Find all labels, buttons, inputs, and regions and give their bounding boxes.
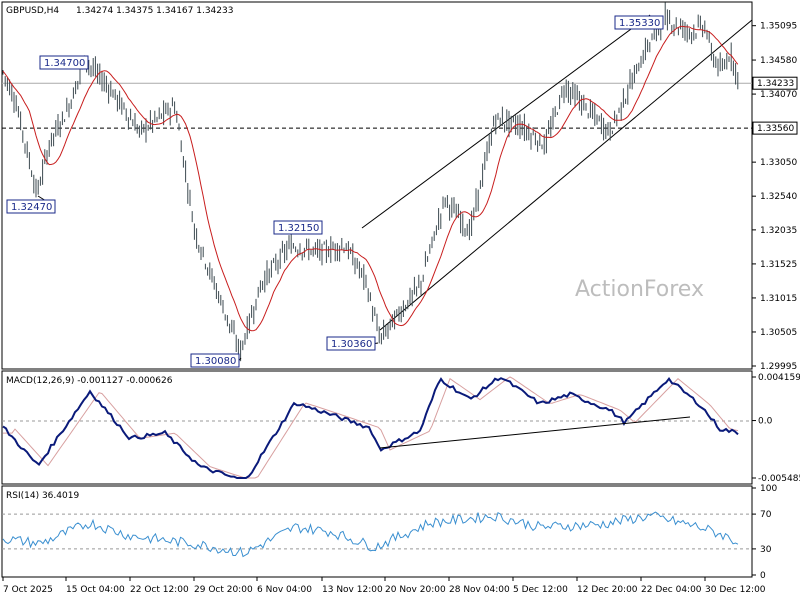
callout-label: 1.35330 <box>619 18 660 29</box>
time-tick-label: 28 Nov 04:00 <box>449 585 510 595</box>
last-price-box <box>752 76 798 90</box>
callout-label: 1.30360 <box>331 339 372 350</box>
time-tick-label: 15 Oct 04:00 <box>66 585 125 595</box>
price-tick-label: 1.35095 <box>760 22 797 32</box>
rsi-axis: 100 70 30 0 <box>2 484 777 581</box>
channel-upper-line <box>361 14 651 229</box>
chart-title: GBPUSD,H4 <box>6 6 59 16</box>
rsi-panel: RSI(14) 36.4019 100 70 30 0 <box>1 484 777 581</box>
rsi-panel-frame <box>1 485 753 578</box>
price-tick-label: 1.30505 <box>760 328 797 338</box>
price-annotations: 1.33560 1.34233 <box>2 14 798 331</box>
price-tick-label: 1.31015 <box>760 294 797 304</box>
time-axis: 7 Oct 2025 15 Oct 04:00 22 Oct 12:00 29 Oct… <box>2 577 766 595</box>
callout-box <box>326 336 376 351</box>
macd-panel-frame <box>1 370 753 485</box>
support-price-label: 1.33560 <box>757 124 794 134</box>
rsi-tick-label: 100 <box>760 484 777 494</box>
support-price-box <box>752 121 798 135</box>
callout-box <box>39 55 89 70</box>
macd-trendline <box>379 416 691 449</box>
price-tick-label: 1.34580 <box>760 56 797 66</box>
time-tick-label: 13 Nov 12:00 <box>322 585 383 595</box>
price-panel: GBPUSD,H4 1.34274 1.34375 1.34167 1.3423… <box>1 1 798 372</box>
time-tick-label: 5 Dec 12:00 <box>513 585 568 595</box>
price-panel-frame <box>1 1 753 370</box>
price-tick-label: 1.29995 <box>760 362 797 372</box>
callout-box <box>273 220 323 235</box>
time-tick-label: 22 Oct 12:00 <box>130 585 189 595</box>
price-tick-label: 1.32035 <box>760 226 797 236</box>
time-tick-label: 6 Nov 04:00 <box>257 585 312 595</box>
callout-label: 1.30080 <box>195 356 236 367</box>
callout-label: 1.32470 <box>11 202 52 213</box>
watermark-text: ActionForex <box>575 277 704 302</box>
rsi-tick-label: 0 <box>760 571 766 581</box>
macd-main-line <box>2 376 739 479</box>
callout-box <box>190 353 240 368</box>
callout-label: 1.32150 <box>278 223 319 234</box>
time-tick-label: 12 Dec 20:00 <box>577 585 638 595</box>
macd-signal-line <box>3 376 739 479</box>
time-tick-label: 20 Nov 20:00 <box>385 585 446 595</box>
price-tick-label: 1.34070 <box>760 90 797 100</box>
macd-tick-label: -0.005485 <box>758 474 800 484</box>
price-tick-label: 1.32540 <box>760 192 797 202</box>
price-axis: 1.35095 1.34580 1.34070 1.33560 1.33050 1.325… <box>752 22 797 372</box>
time-tick-label: 30 Dec 12:00 <box>705 585 766 595</box>
callout-box <box>614 15 664 30</box>
macd-title: MACD(12,26,9) -0.001127 -0.000626 <box>6 376 173 386</box>
macd-axis: 0.004159 0.0 -0.005485 <box>752 373 800 484</box>
rsi-title: RSI(14) 36.4019 <box>6 491 79 501</box>
rsi-tick-label: 70 <box>760 510 772 520</box>
macd-panel: MACD(12,26,9) -0.001127 -0.000626 0.0041… <box>1 370 800 485</box>
moving-average-line <box>2 25 739 332</box>
price-callouts: 1.32470 1.34700 1.30080 1.32150 1.30360 1.353… <box>6 15 664 368</box>
time-tick-label: 7 Oct 2025 <box>3 585 53 595</box>
candles <box>2 2 739 362</box>
last-price-label: 1.34233 <box>757 79 794 89</box>
price-tick-label: 1.31525 <box>760 260 797 270</box>
rsi-tick-label: 30 <box>760 545 772 555</box>
callout-box <box>6 199 56 214</box>
channel-lower-line <box>379 19 753 331</box>
macd-tick-label: 0.0 <box>758 417 773 427</box>
macd-tick-label: 0.004159 <box>758 373 800 383</box>
callout-label: 1.34700 <box>44 58 85 69</box>
price-tick-label: 1.33050 <box>760 158 797 168</box>
time-tick-label: 29 Oct 20:00 <box>194 585 253 595</box>
rsi-line <box>2 511 739 558</box>
ohlc-readout: 1.34274 1.34375 1.34167 1.34233 <box>76 6 233 16</box>
time-tick-label: 22 Dec 04:00 <box>641 585 702 595</box>
